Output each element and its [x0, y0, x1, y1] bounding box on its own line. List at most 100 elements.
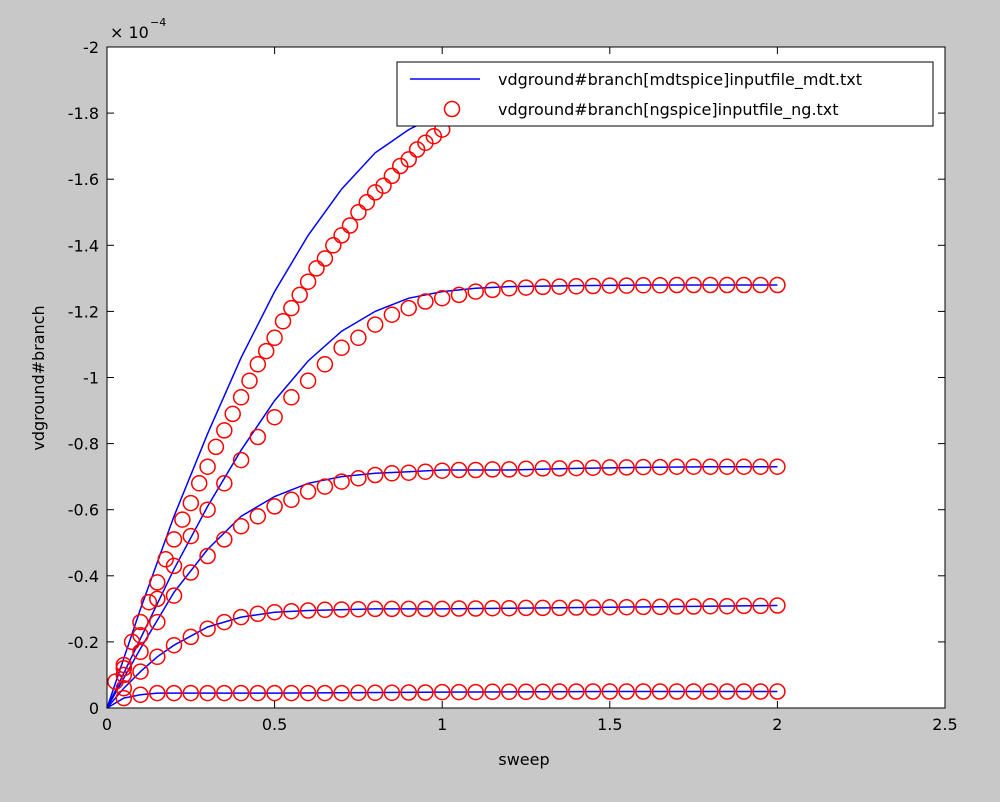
data-point-marker [551, 278, 568, 295]
data-point-marker [283, 602, 300, 620]
data-point-marker [417, 463, 434, 480]
data-point-marker [182, 494, 200, 512]
data-point-marker [400, 464, 417, 481]
data-point-marker [383, 465, 401, 482]
y-tick-label: -1.6 [68, 170, 99, 189]
data-point-marker [467, 683, 484, 701]
data-point-marker [299, 483, 317, 500]
data-point-marker [165, 587, 183, 604]
data-point-marker [350, 684, 367, 702]
data-point-marker [408, 141, 426, 158]
data-point-marker [224, 405, 241, 423]
data-point-marker [333, 684, 350, 702]
data-point-marker [601, 598, 619, 616]
data-point-marker [534, 599, 552, 617]
series-line [106, 604, 778, 709]
data-point-marker [417, 134, 434, 152]
data-point-marker [291, 286, 308, 304]
data-point-marker [283, 299, 300, 317]
x-tick-label: 1.5 [597, 715, 622, 734]
data-point-marker [618, 459, 635, 476]
data-point-marker [685, 276, 702, 294]
data-point-marker [266, 498, 283, 515]
y-tick-label: -0.8 [68, 435, 99, 454]
x-tick-label: 1 [437, 715, 447, 734]
data-point-marker [651, 598, 669, 616]
data-point-marker [752, 597, 769, 615]
data-point-marker [132, 663, 149, 680]
data-point-marker [551, 460, 568, 477]
data-point-marker [668, 683, 686, 700]
data-point-marker [366, 316, 384, 333]
data-point-marker [568, 683, 585, 700]
data-point-marker [299, 273, 317, 290]
data-point-marker [216, 475, 233, 492]
data-point-marker [216, 531, 233, 548]
data-point-marker [207, 438, 225, 456]
data-point-marker [484, 683, 501, 701]
data-point-marker [341, 217, 359, 234]
data-point-marker [174, 511, 191, 528]
data-point-marker [735, 683, 753, 700]
data-point-marker [165, 557, 183, 575]
series-line [106, 284, 778, 709]
data-point-marker [433, 683, 451, 701]
data-point-marker [350, 329, 367, 347]
data-point-marker [333, 473, 350, 490]
data-point-marker [568, 459, 585, 477]
data-point-marker [467, 283, 484, 300]
data-point-marker [769, 683, 786, 700]
x-axis-label: sweep [498, 750, 549, 769]
data-point-marker [769, 276, 786, 294]
data-point-marker [551, 599, 568, 617]
data-point-marker [752, 276, 769, 294]
data-point-marker [702, 276, 719, 294]
y-tick-label: -1.2 [68, 302, 99, 321]
data-point-marker [249, 605, 267, 623]
series-line [106, 105, 460, 709]
data-point-marker [618, 277, 635, 294]
y-tick-label: -0.4 [68, 567, 99, 586]
data-point-marker [718, 597, 736, 615]
data-point-marker [735, 458, 753, 475]
data-point-marker [500, 683, 518, 701]
x-tick-label: 2.5 [932, 715, 957, 734]
data-point-marker [350, 600, 367, 618]
data-point-marker [366, 684, 384, 702]
data-point-marker [635, 277, 652, 294]
data-point-marker [534, 683, 552, 701]
legend-box [396, 61, 934, 127]
legend-label-mdtspice: vdground#branch[mdtspice]inputfile_mdt.t… [498, 70, 862, 90]
data-point-marker [417, 684, 434, 701]
data-point-marker [735, 597, 753, 615]
data-point-marker [249, 684, 267, 702]
data-point-marker [433, 462, 451, 479]
data-point-marker [668, 458, 686, 475]
data-point-marker [308, 260, 325, 277]
data-point-marker [216, 613, 233, 631]
x-tick-label: 0 [102, 715, 112, 734]
data-point-marker [584, 683, 602, 700]
data-point-marker [718, 458, 736, 475]
data-point-marker [299, 372, 317, 390]
data-point-marker [685, 683, 702, 700]
data-point-marker [425, 127, 443, 145]
data-point-marker [702, 597, 719, 615]
data-point-marker [618, 598, 635, 616]
data-point-marker [375, 177, 392, 195]
data-point-marker [199, 501, 216, 518]
data-point-marker [584, 277, 602, 295]
data-point-marker [467, 461, 484, 479]
axes-background [107, 47, 945, 708]
data-point-marker [366, 600, 384, 618]
data-point-marker [769, 458, 786, 475]
data-point-marker [333, 339, 350, 357]
data-point-marker [132, 643, 149, 661]
data-point-marker [115, 666, 133, 684]
data-point-marker [392, 157, 409, 175]
data-point-marker [149, 684, 166, 702]
data-point-marker [517, 279, 535, 296]
data-point-marker [249, 428, 267, 446]
data-point-marker [635, 683, 652, 700]
